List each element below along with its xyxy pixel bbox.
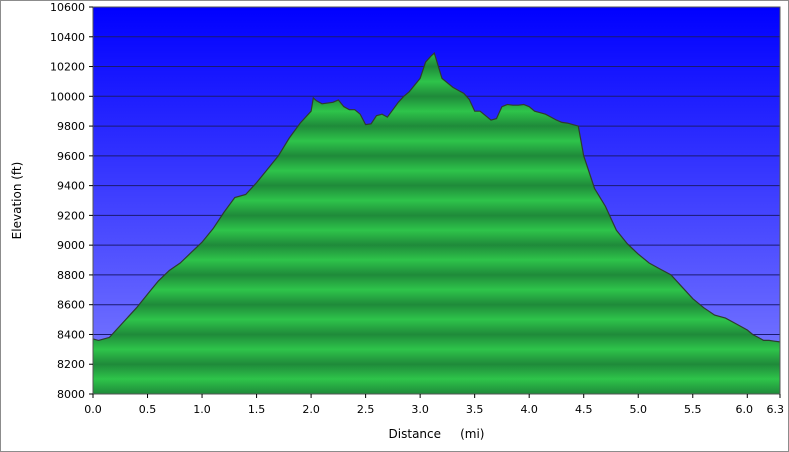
y-tick-label: 9600 (57, 150, 85, 163)
y-tick-label: 8200 (57, 358, 85, 371)
x-tick-label: 0.0 (84, 403, 102, 416)
y-tick-label: 9400 (57, 180, 85, 193)
y-tick-label: 8600 (57, 299, 85, 312)
x-tick-label: 1.0 (193, 403, 211, 416)
x-tick-label: 6.3 (767, 403, 785, 416)
elevation-line (92, 52, 781, 343)
plot-border (92, 6, 781, 395)
x-tick-label: 0.5 (139, 403, 157, 416)
y-tick-label: 10600 (50, 1, 85, 14)
y-tick-label: 9200 (57, 209, 85, 222)
y-tick-label: 10000 (50, 90, 85, 103)
x-tick-label: 5.0 (629, 403, 647, 416)
x-tick-label: 6.0 (736, 403, 754, 416)
x-tick-label: 3.0 (411, 403, 429, 416)
x-tick-label: 1.5 (248, 403, 266, 416)
y-tick-label: 8400 (57, 328, 85, 341)
y-axis-ticks: 10600 10400 10200 10000 9800 9600 9400 9200 9000… (50, 1, 93, 401)
elevation-area (93, 53, 780, 394)
x-tick-label: 4.5 (575, 403, 593, 416)
x-axis-ticks: 0.0 0.5 1.0 1.5 2.0 2.5 3.0 3.5 4.0 4.5 5.0 5.5 6.0 6… (84, 394, 784, 416)
y-tick-label: 8000 (57, 388, 85, 401)
x-tick-label: 3.5 (466, 403, 484, 416)
y-tick-label: 9800 (57, 120, 85, 133)
y-axis-label: Elevation (ft) (10, 162, 24, 240)
x-tick-label: 2.0 (302, 403, 320, 416)
x-tick-label: 2.5 (357, 403, 375, 416)
y-tick-label: 9000 (57, 239, 85, 252)
y-tick-label: 8800 (57, 269, 85, 282)
x-tick-label: 5.5 (684, 403, 702, 416)
x-tick-label: 4.0 (520, 403, 538, 416)
y-tick-label: 10200 (50, 61, 85, 74)
x-axis-label: Distance (mi) (389, 427, 485, 441)
y-tick-label: 10400 (50, 31, 85, 44)
